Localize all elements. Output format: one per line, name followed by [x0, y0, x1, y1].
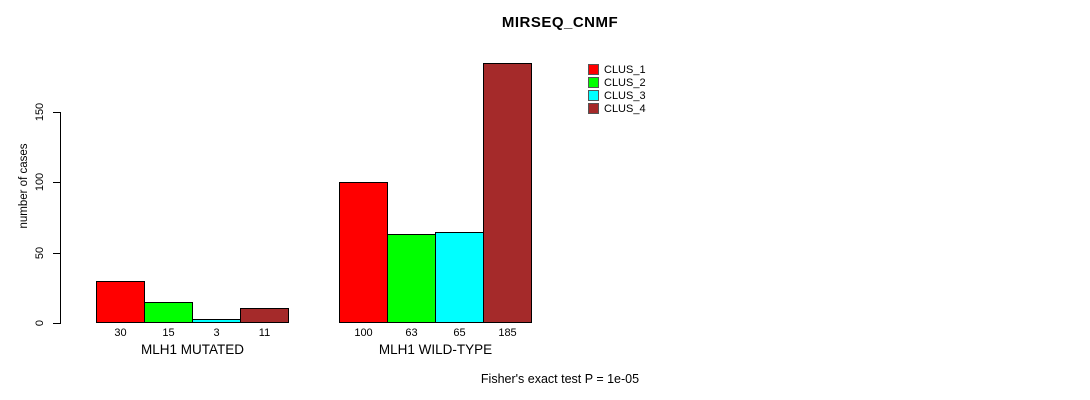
bar-value-label: 30	[114, 327, 127, 339]
legend-label: CLUS_1	[604, 63, 646, 76]
y-tick-label: 150	[34, 102, 46, 122]
y-tick-label: 0	[34, 319, 46, 327]
y-tick-label: 100	[34, 173, 46, 192]
bar-value-label: 185	[498, 327, 517, 339]
legend-label: CLUS_3	[604, 89, 646, 102]
legend-swatch-icon	[588, 64, 599, 75]
y-tick	[53, 252, 60, 254]
bar-clus_4-mutated	[240, 307, 289, 323]
bar-clus_1-mutated	[96, 280, 145, 323]
bar-clus_3-wild-type	[435, 231, 484, 323]
y-tick	[53, 112, 60, 113]
legend-label: CLUS_4	[604, 102, 646, 115]
bar-clus_1-wild-type	[339, 182, 388, 323]
bar-value-label: 11	[258, 327, 271, 339]
chart-title: MIRSEQ_CNMF	[501, 14, 619, 31]
bar-value-label: 65	[453, 327, 466, 339]
bar-clus_4-wild-type	[483, 62, 532, 323]
annotation-text: Fisher's exact test P = 1e-05	[480, 372, 640, 386]
legend-swatch-icon	[588, 77, 599, 88]
bar-clus_3-mutated	[192, 318, 241, 323]
legend-row-clus_3: CLUS_3	[588, 89, 646, 102]
bar-value-label: 63	[405, 327, 418, 339]
y-tick	[53, 323, 60, 324]
category-label: MLH1 MUTATED	[140, 342, 245, 357]
bar-clus_2-mutated	[144, 301, 193, 323]
legend-swatch-icon	[588, 103, 599, 114]
legend-label: CLUS_2	[604, 76, 646, 89]
category-label: MLH1 WILD-TYPE	[378, 342, 493, 357]
legend-row-clus_4: CLUS_4	[588, 102, 646, 115]
y-tick	[53, 182, 60, 184]
y-axis-line	[60, 112, 61, 324]
bar-value-label: 15	[162, 327, 175, 339]
legend-row-clus_2: CLUS_2	[588, 76, 646, 89]
legend-swatch-icon	[588, 90, 599, 101]
bar-value-label: 3	[213, 327, 220, 339]
y-tick-label: 50	[34, 246, 46, 259]
y-axis-label: number of cases	[18, 143, 30, 229]
legend: CLUS_1 CLUS_2 CLUS_3 CLUS_4	[588, 63, 646, 115]
bar-clus_2-wild-type	[387, 234, 436, 323]
legend-row-clus_1: CLUS_1	[588, 63, 646, 76]
bar-value-label: 100	[354, 327, 373, 339]
